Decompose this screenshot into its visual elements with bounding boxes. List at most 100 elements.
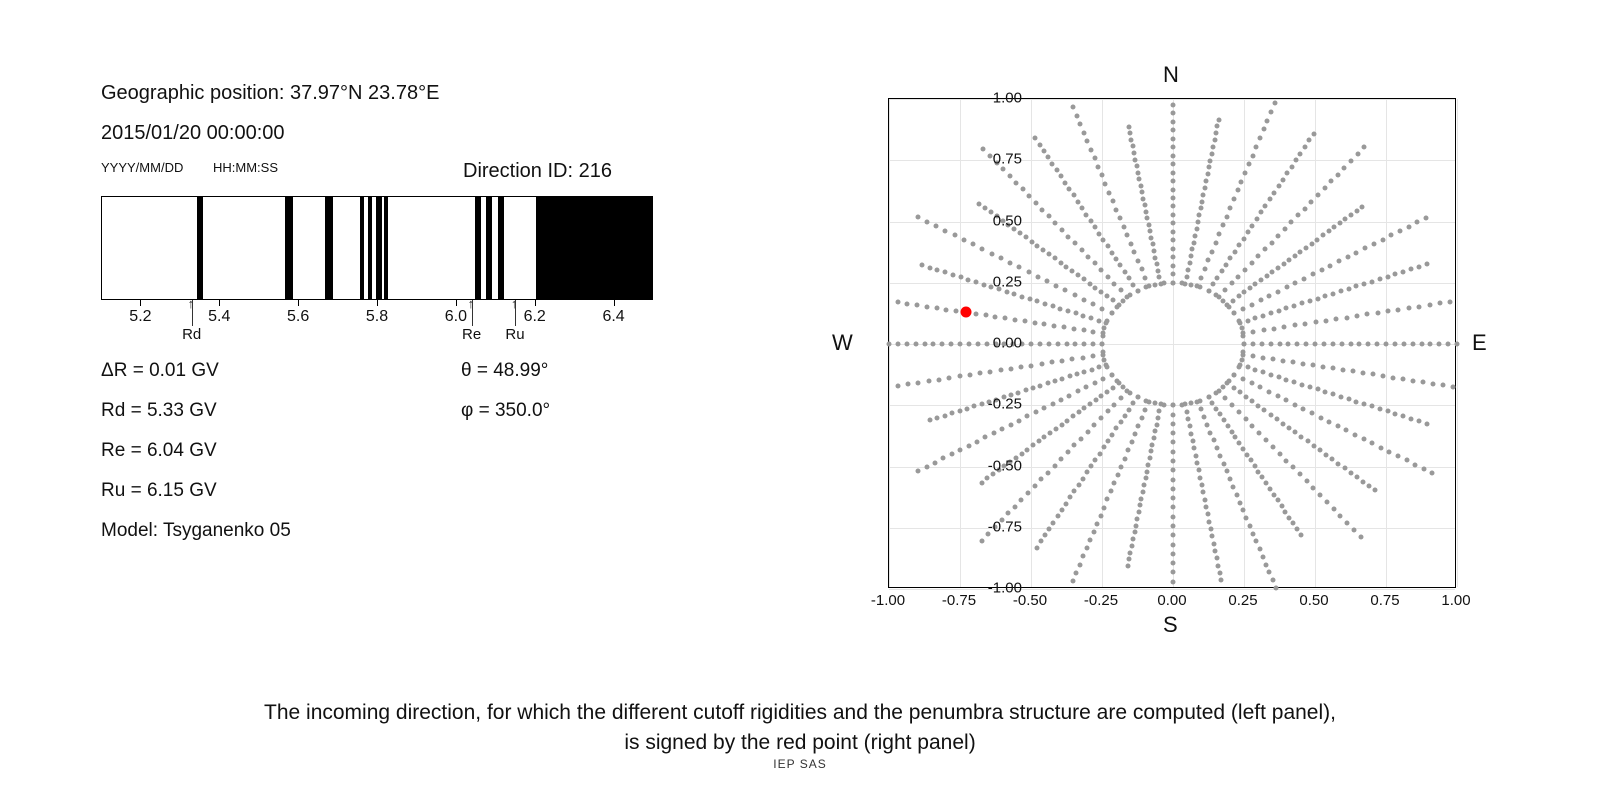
- sky-grid-point: [1200, 199, 1205, 204]
- sky-grid-point: [934, 306, 939, 311]
- sky-grid-point: [1065, 309, 1070, 314]
- sky-grid-point: [1273, 586, 1278, 591]
- sky-grid-point: [1059, 456, 1064, 461]
- sky-inner-ring-point: [1241, 334, 1246, 339]
- sky-grid-point: [1209, 151, 1214, 156]
- sky-grid-point: [1236, 294, 1241, 299]
- sky-grid-point: [1171, 162, 1176, 167]
- sky-grid-point: [1171, 221, 1176, 226]
- sky-grid-point: [1091, 530, 1096, 535]
- sky-grid-point: [1136, 510, 1141, 515]
- sky-grid-point: [1139, 496, 1144, 501]
- sky-grid-point: [1286, 342, 1291, 347]
- sky-grid-point: [1155, 268, 1160, 273]
- sky-grid-point: [1292, 253, 1297, 258]
- sky-inner-ring-point: [1242, 342, 1247, 347]
- sky-inner-ring-point: [1189, 282, 1194, 287]
- sky-grid-point: [1058, 260, 1063, 265]
- sky-grid-point: [1114, 426, 1119, 431]
- sky-y-tick-label: 1.00: [967, 90, 1022, 107]
- sky-grid-point: [1118, 288, 1123, 293]
- sky-grid-point: [1287, 257, 1292, 262]
- sky-grid-point: [1287, 515, 1292, 520]
- sky-grid-point: [1110, 199, 1115, 204]
- sky-y-tick-label: 0.25: [967, 273, 1022, 290]
- compass-label-n: N: [1163, 62, 1179, 88]
- sky-grid-point: [1276, 233, 1281, 238]
- sky-grid-point: [1250, 342, 1255, 347]
- sky-grid-point: [1302, 276, 1307, 281]
- sky-grid-point: [1131, 537, 1136, 542]
- rigidity-arrow-label-re: Re: [462, 326, 481, 343]
- sky-grid-point: [895, 300, 900, 305]
- sky-grid-point: [1310, 272, 1315, 277]
- rigidity-param-line-1: Rd = 5.33 GV: [101, 400, 217, 422]
- sky-grid-point: [1089, 367, 1094, 372]
- sky-inner-ring-point: [1161, 281, 1166, 286]
- axis-tick: [298, 300, 299, 306]
- sky-grid-point: [1216, 117, 1221, 122]
- sky-grid-point: [1268, 109, 1273, 114]
- sky-grid-point: [1351, 369, 1356, 374]
- sky-grid-point: [1187, 424, 1192, 429]
- sky-grid-point: [1093, 285, 1098, 290]
- sky-grid-point: [1406, 306, 1411, 311]
- sky-grid-point: [1122, 269, 1127, 274]
- sky-grid-point: [1358, 535, 1363, 540]
- rigidity-param-line-3: Ru = 6.15 GV: [101, 480, 217, 502]
- sky-grid-point: [1198, 475, 1203, 480]
- sky-inner-ring-point: [1143, 398, 1148, 403]
- sky-grid-point: [1276, 184, 1281, 189]
- sky-grid-point: [1067, 393, 1072, 398]
- sky-inner-ring-point: [1105, 365, 1110, 370]
- sky-grid-point: [1257, 430, 1262, 435]
- sky-grid-point: [950, 272, 955, 277]
- sky-grid-point: [1311, 486, 1316, 491]
- sky-grid-point: [1284, 285, 1289, 290]
- sky-grid-point: [935, 415, 940, 420]
- sky-grid-point: [1284, 458, 1289, 463]
- sky-grid-point: [1342, 466, 1347, 471]
- sky-grid-point: [1155, 415, 1160, 420]
- sky-grid-point: [1097, 451, 1102, 456]
- sky-grid-point: [1266, 389, 1271, 394]
- sky-grid-point: [1217, 232, 1222, 237]
- sky-grid-point: [1348, 342, 1353, 347]
- sky-grid-point: [1171, 570, 1176, 575]
- sky-grid-point: [1211, 144, 1216, 149]
- sky-grid-point: [1257, 136, 1262, 141]
- sky-grid-point: [1047, 526, 1052, 531]
- sky-grid-point: [1315, 193, 1320, 198]
- sky-grid-point: [1281, 261, 1286, 266]
- sky-grid-point: [1218, 453, 1223, 458]
- sky-grid-point: [1424, 215, 1429, 220]
- sky-grid-point: [1035, 299, 1040, 304]
- sky-grid-point: [935, 268, 940, 273]
- sky-grid-point: [1232, 197, 1237, 202]
- sky-grid-point: [1195, 461, 1200, 466]
- sky-grid-point: [1036, 439, 1041, 444]
- sky-grid-point: [1337, 259, 1342, 264]
- sky-grid-point: [1088, 316, 1093, 321]
- sky-grid-point: [916, 380, 921, 385]
- sky-grid-point: [1042, 406, 1047, 411]
- sky-grid-point: [1171, 561, 1176, 566]
- sky-grid-point: [977, 201, 982, 206]
- sky-grid-point: [1321, 342, 1326, 347]
- sky-grid-point: [1270, 444, 1275, 449]
- sky-grid-point: [1327, 419, 1332, 424]
- sky-grid-point: [941, 456, 946, 461]
- sky-grid-point: [1041, 148, 1046, 153]
- sky-grid-point: [1231, 485, 1236, 490]
- sky-grid-point: [1268, 372, 1273, 377]
- sky-grid-point: [1037, 342, 1042, 347]
- sky-grid-point: [1045, 470, 1050, 475]
- compass-label-s: S: [1163, 612, 1178, 638]
- highlighted-direction-point[interactable]: [960, 307, 971, 318]
- sky-grid-point: [1311, 443, 1316, 448]
- sky-grid-point: [1237, 390, 1242, 395]
- sky-grid-point: [1081, 297, 1086, 302]
- sky-grid-point: [1298, 249, 1303, 254]
- sky-inner-ring-point: [1152, 282, 1157, 287]
- sky-grid-point: [1068, 495, 1073, 500]
